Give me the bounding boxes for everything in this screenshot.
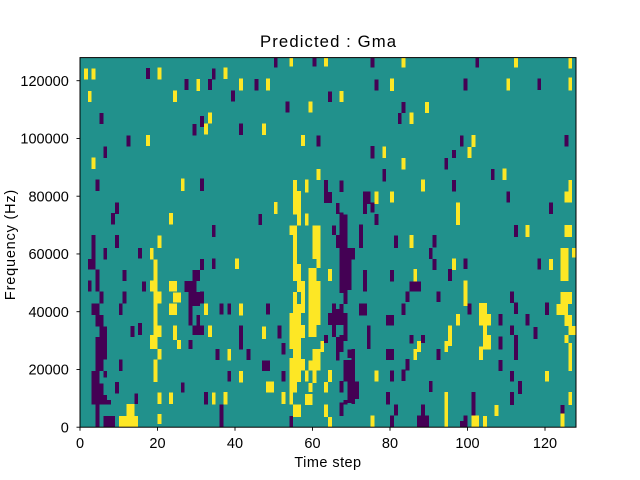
svg-text:100000: 100000	[20, 132, 68, 148]
svg-text:0: 0	[76, 436, 84, 452]
svg-text:20: 20	[149, 436, 165, 452]
svg-text:80000: 80000	[28, 189, 68, 205]
svg-text:Time step: Time step	[294, 455, 361, 471]
svg-text:80: 80	[382, 436, 398, 452]
svg-text:120000: 120000	[20, 74, 68, 90]
svg-text:60000: 60000	[28, 247, 68, 263]
svg-text:40: 40	[227, 436, 243, 452]
svg-text:60: 60	[304, 436, 320, 452]
svg-text:100: 100	[455, 436, 479, 452]
svg-text:40000: 40000	[28, 305, 68, 321]
svg-text:Frequency (Hz): Frequency (Hz)	[3, 189, 19, 300]
svg-text:20000: 20000	[28, 363, 68, 379]
svg-text:0: 0	[61, 420, 69, 436]
svg-text:120: 120	[533, 436, 557, 452]
svg-text:Predicted : Gma: Predicted : Gma	[260, 32, 397, 51]
